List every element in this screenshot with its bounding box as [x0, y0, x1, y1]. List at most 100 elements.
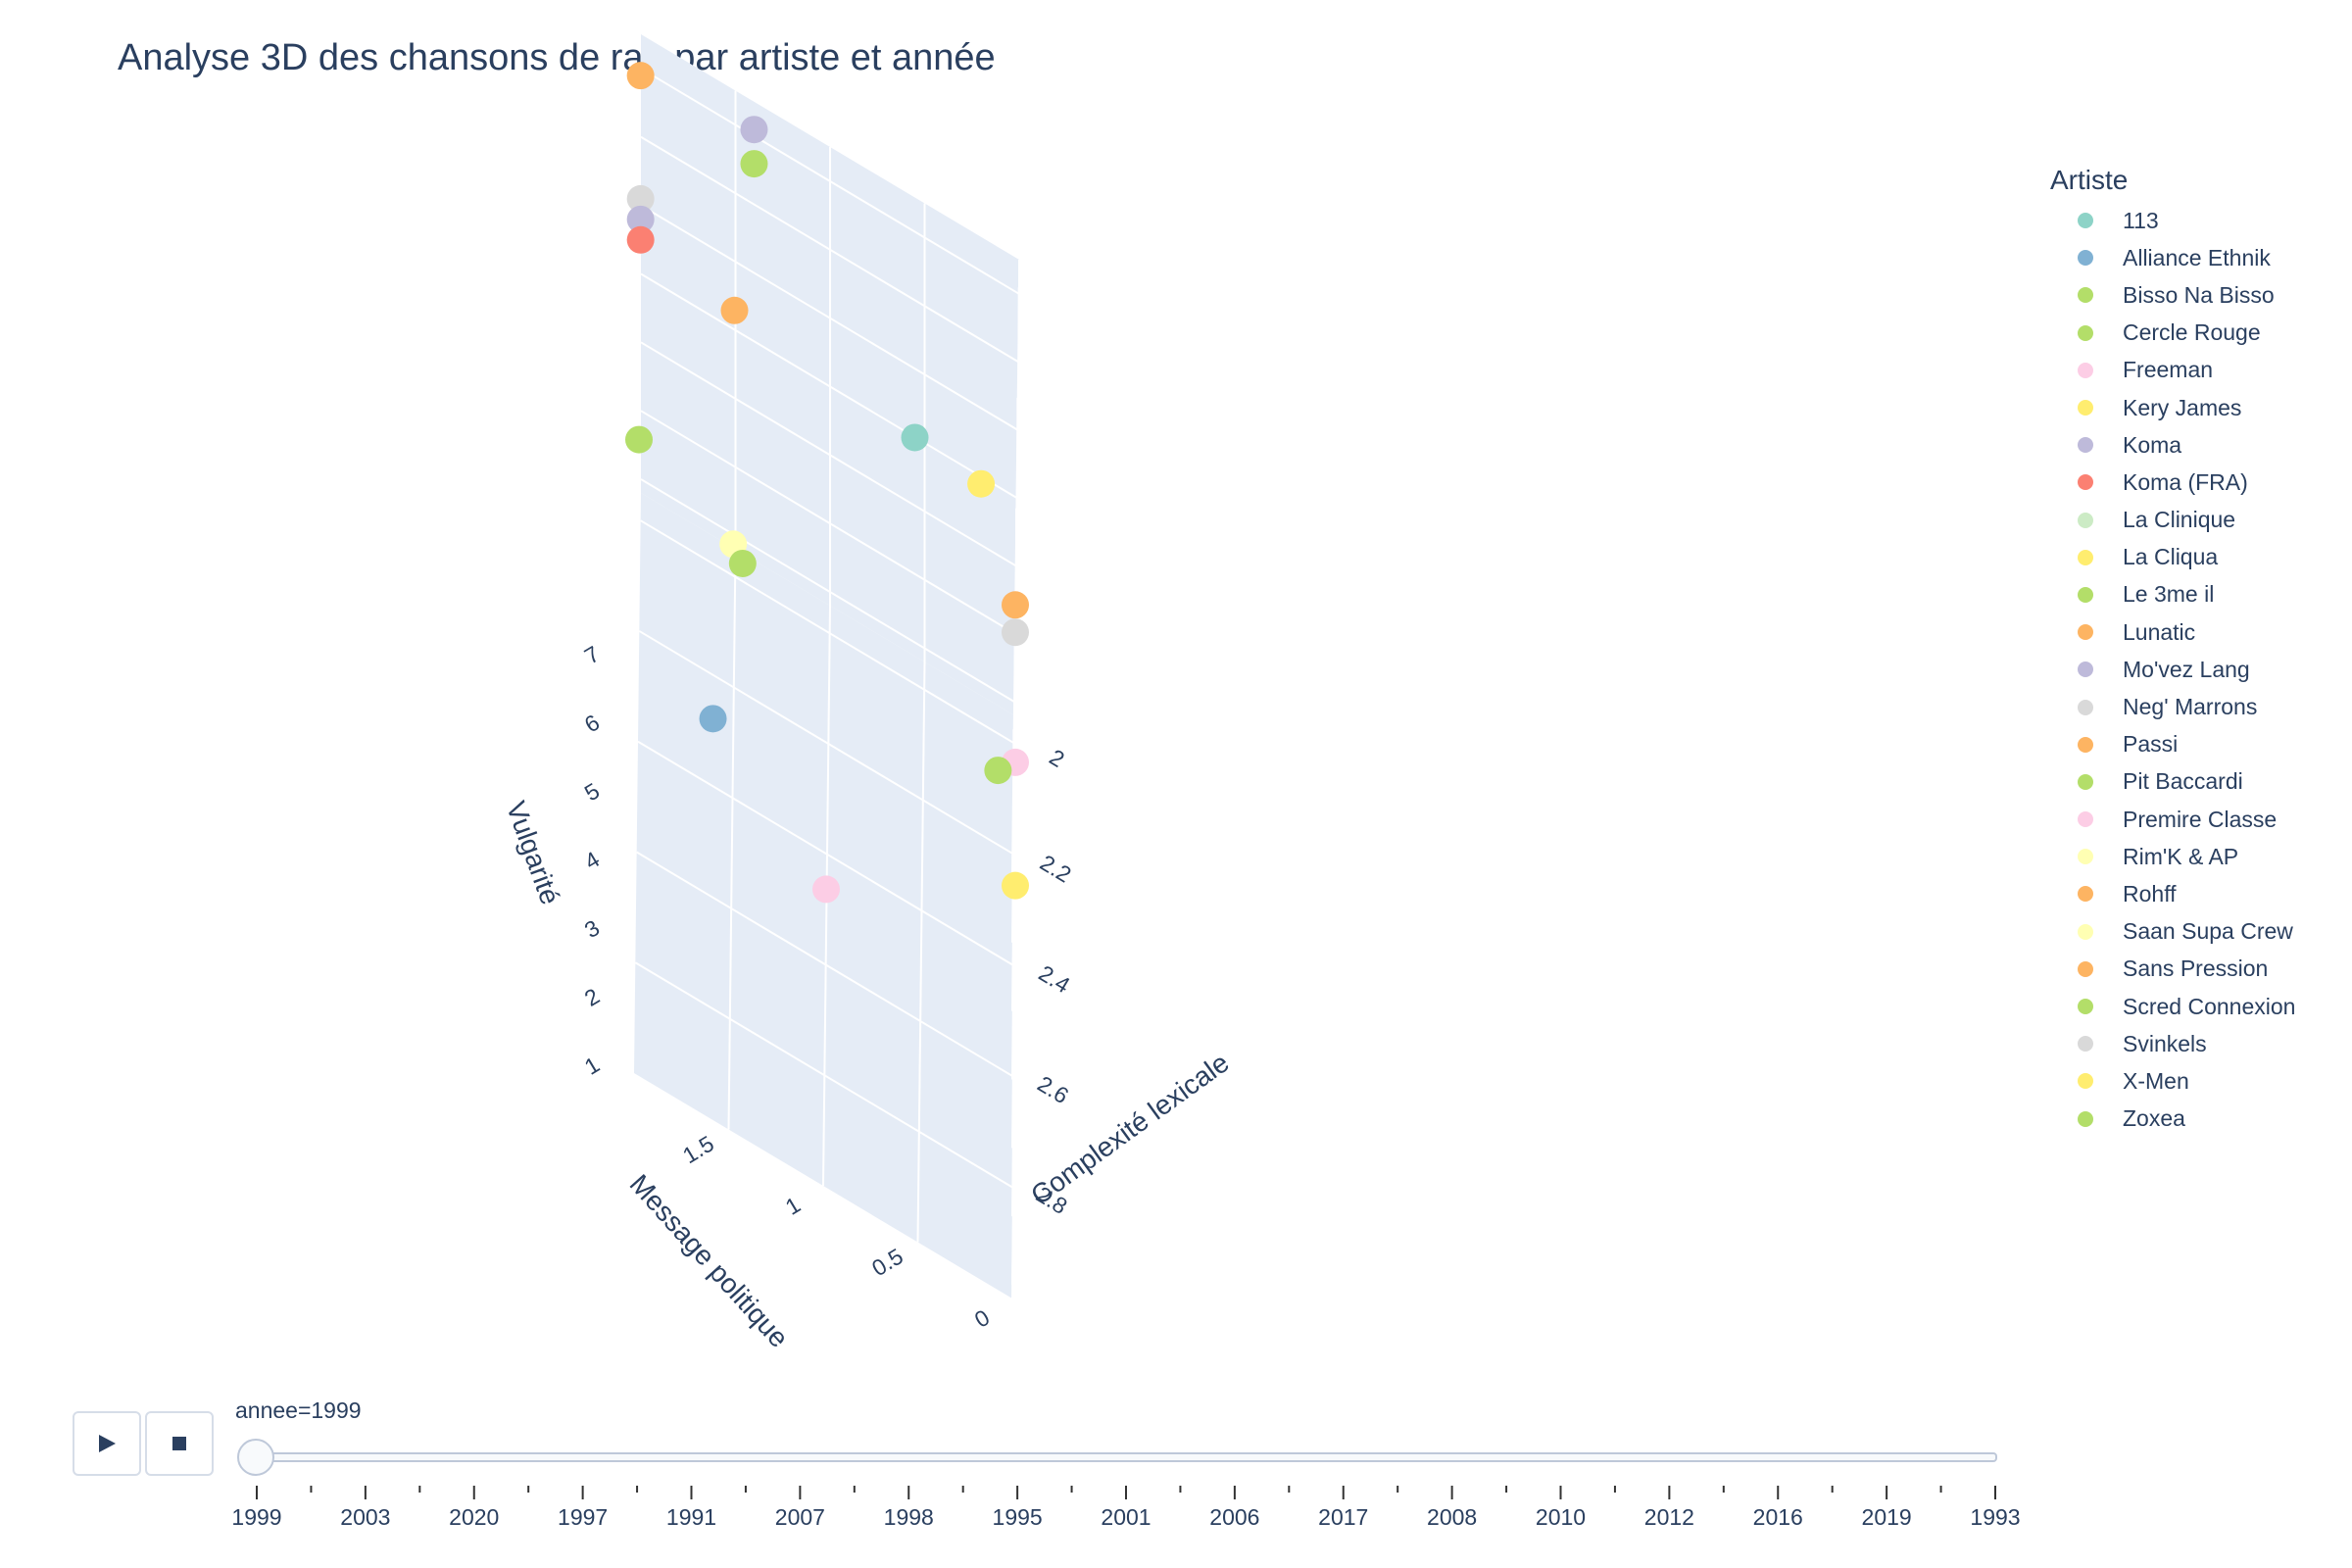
grid-line: [1011, 293, 1020, 874]
z-tick-label: 2: [580, 983, 604, 1011]
legend-label: Rohff: [2123, 880, 2177, 906]
legend-item[interactable]: Cercle Rouge: [2050, 315, 2295, 352]
legend-item[interactable]: Freeman: [2050, 352, 2295, 389]
play-button[interactable]: [73, 1411, 141, 1476]
y-tick-label: 1.5: [678, 1130, 718, 1168]
data-point: [728, 549, 757, 577]
data-point: [626, 205, 655, 233]
legend-marker: [2078, 512, 2093, 528]
legend-marker: [2078, 549, 2093, 565]
x-axis-title: Complexité lexicale: [1025, 1047, 1234, 1210]
legend-item[interactable]: Pit Baccardi: [2050, 763, 2295, 801]
legend-label: Neg' Marrons: [2123, 694, 2258, 720]
data-point: [984, 757, 1012, 785]
legend-label: Mo'vez Lang: [2123, 656, 2250, 682]
data-point: [626, 225, 655, 254]
legend-label: Freeman: [2123, 357, 2214, 383]
legend-label: Sans Pression: [2123, 956, 2269, 982]
legend-label: Passi: [2123, 731, 2179, 758]
legend-item[interactable]: Scred Connexion: [2050, 988, 2295, 1025]
legend-item[interactable]: Koma: [2050, 426, 2295, 464]
legend-marker: [2078, 736, 2093, 753]
legend-marker: [2078, 923, 2093, 940]
legend-label: Le 3me il: [2123, 581, 2215, 608]
legend-marker: [2078, 586, 2093, 603]
z-axis-title: Vulgarité: [501, 798, 566, 908]
data-point: [967, 469, 996, 498]
legend-marker: [2078, 400, 2093, 416]
legend-item[interactable]: 113: [2050, 202, 2295, 239]
z-tick-label: 4: [580, 846, 605, 874]
legend-item[interactable]: Rohff: [2050, 875, 2295, 912]
legend-marker: [2078, 624, 2093, 641]
legend-marker: [2078, 886, 2093, 903]
legend-item[interactable]: Bisso Na Bisso: [2050, 276, 2295, 314]
y-tick-label: 1: [781, 1192, 805, 1220]
legend-item[interactable]: Premire Classe: [2050, 801, 2295, 838]
legend-item[interactable]: Zoxea: [2050, 1101, 2295, 1138]
legend-item[interactable]: Alliance Ethnik: [2050, 239, 2295, 276]
legend-item[interactable]: X-Men: [2050, 1062, 2295, 1100]
y-tick-label: 0.5: [867, 1243, 907, 1281]
data-point: [901, 423, 929, 452]
legend-marker: [2078, 699, 2093, 715]
slider-track[interactable]: [257, 1452, 1997, 1462]
data-point: [626, 184, 655, 213]
legend-marker: [2078, 362, 2093, 378]
legend-item[interactable]: La Clinique: [2050, 502, 2295, 539]
legend-label: Pit Baccardi: [2123, 768, 2243, 795]
legend-label: Zoxea: [2123, 1105, 2185, 1132]
stop-icon: [172, 1437, 186, 1450]
data-point: [1002, 871, 1029, 900]
legend-item[interactable]: Kery James: [2050, 389, 2295, 426]
slider-current-value: annee=1999: [235, 1397, 362, 1423]
legend-label: Koma: [2123, 431, 2182, 458]
legend-title: Artiste: [2050, 165, 2129, 195]
x-tick-label: 2.6: [1033, 1070, 1073, 1108]
grid-line: [640, 272, 1020, 501]
legend-item[interactable]: Rim'K & AP: [2050, 838, 2295, 875]
legend-item[interactable]: Passi: [2050, 726, 2295, 763]
z-tick-label: 7: [580, 641, 604, 669]
z-tick-label: 5: [580, 778, 604, 807]
data-point: [740, 116, 768, 144]
legend-label: Rim'K & AP: [2123, 843, 2239, 869]
legend-item[interactable]: La Cliqua: [2050, 539, 2295, 576]
legend-label: La Cliqua: [2123, 544, 2219, 570]
legend-item[interactable]: Le 3me il: [2050, 576, 2295, 613]
legend-item[interactable]: Koma (FRA): [2050, 464, 2295, 501]
legend-marker: [2078, 250, 2093, 267]
legend-label: 113: [2123, 207, 2159, 233]
legend-item[interactable]: Sans Pression: [2050, 951, 2295, 988]
legend-label: Bisso Na Bisso: [2123, 281, 2275, 308]
y-axis-title: Message politique: [624, 1168, 795, 1352]
grid-line: [640, 341, 1020, 569]
legend-item[interactable]: Neg' Marrons: [2050, 688, 2295, 725]
data-point: [1002, 591, 1029, 619]
legend-marker: [2078, 849, 2093, 865]
legend-label: Lunatic: [2123, 618, 2196, 645]
legend-label: Kery James: [2123, 394, 2242, 420]
slider-handle[interactable]: [237, 1439, 274, 1476]
legend-item[interactable]: Saan Supa Crew: [2050, 913, 2295, 951]
legend-items: 113 Alliance Ethnik Bisso Na Bisso Cercle R…: [2050, 202, 2295, 1138]
legend-marker: [2078, 662, 2093, 678]
stop-button[interactable]: [145, 1411, 214, 1476]
legend-marker: [2078, 960, 2093, 977]
data-point: [625, 425, 653, 454]
grid-line: [916, 662, 926, 1243]
data-point: [626, 62, 655, 90]
data-point: [1002, 618, 1029, 647]
grid-line: [640, 410, 1020, 638]
legend-item[interactable]: Lunatic: [2050, 613, 2295, 651]
legend-item[interactable]: Mo'vez Lang: [2050, 651, 2295, 688]
legend-item[interactable]: Svinkels: [2050, 1025, 2295, 1062]
legend-marker: [2078, 287, 2093, 304]
legend-marker: [2078, 1110, 2093, 1127]
legend-label: Scred Connexion: [2123, 993, 2296, 1019]
z-tick-label: 1: [580, 1052, 604, 1080]
grid-line: [640, 135, 1020, 364]
data-point: [812, 875, 840, 904]
data-point: [699, 705, 727, 733]
